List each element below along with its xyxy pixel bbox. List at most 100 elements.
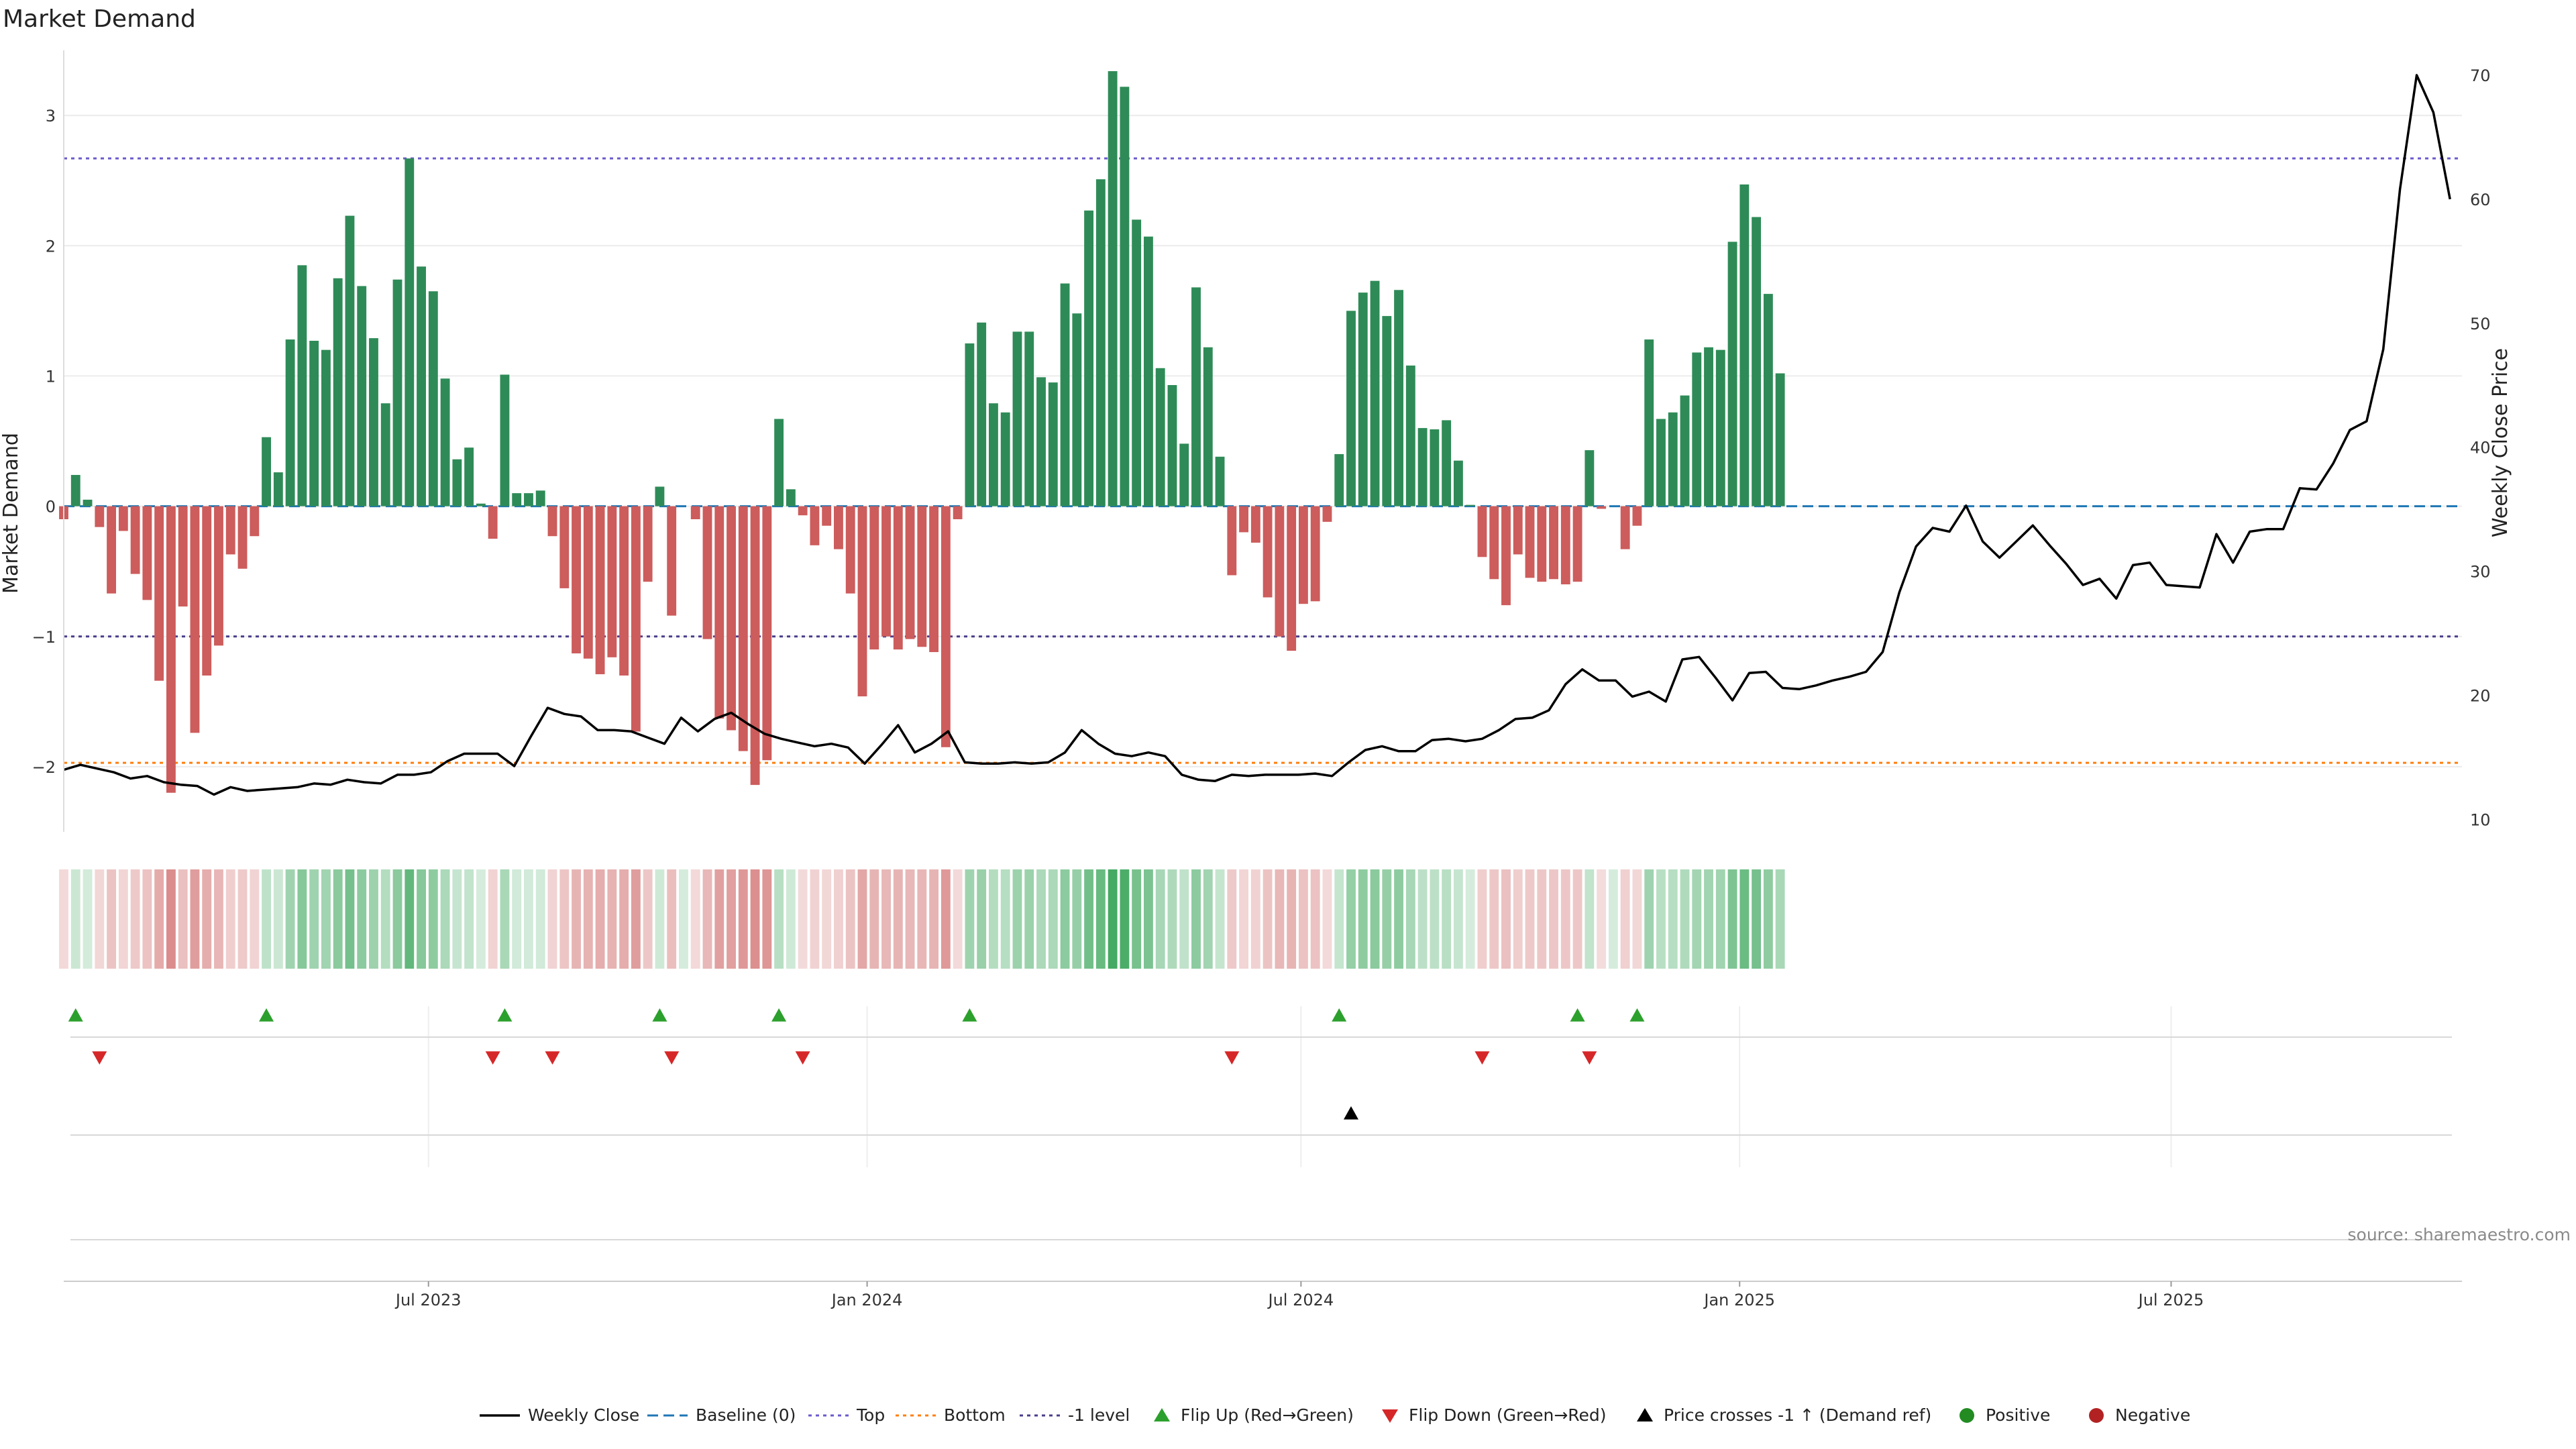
demand-bar [488,506,498,539]
demand-bar [810,506,820,545]
legend-label: Bottom [944,1405,1006,1425]
heat-cell [690,869,700,969]
demand-bar [250,506,260,537]
heat-cell [1704,869,1713,969]
heat-cell [1644,869,1654,969]
heat-cell [774,869,784,969]
y-tick-label: −2 [32,758,56,777]
legend-label: -1 level [1068,1405,1130,1425]
heat-cell [810,869,820,969]
heat-cell [1048,869,1058,969]
heat-cell [702,869,712,969]
demand-bar [476,503,486,506]
heat-cell [405,869,415,969]
demand-bar [667,506,677,616]
heat-cell [798,869,808,969]
demand-bar [1215,456,1225,506]
demand-bar [512,493,522,506]
heat-cell [166,869,176,969]
demand-bar [822,506,832,526]
heat-cell [1250,869,1260,969]
heat-cell [977,869,987,969]
demand-bar [1560,506,1570,585]
heat-cell [1132,869,1142,969]
heat-cell [857,869,867,969]
demand-bar [440,378,450,506]
demand-bar [572,506,581,653]
heat-cell [309,869,319,969]
heat-cell [1537,869,1547,969]
legend-swatch [1960,1408,1974,1423]
heat-cell [178,869,188,969]
y-tick-label: 2 [46,237,56,256]
demand-bar [285,339,295,506]
x-axis: Jul 2023 Jan 2024 Jul 2024 Jan 2025 Jul 2025 [64,1281,2462,1309]
demand-bar [786,489,796,506]
flip-down-marker [1474,1051,1490,1065]
heat-cell [262,869,271,969]
demand-bar [893,506,903,650]
heat-cell [1417,869,1428,969]
demand-bar [1143,236,1153,506]
demand-bar [643,506,653,582]
flip-down-marker [545,1051,560,1065]
heat-cell [357,869,367,969]
demand-bar [619,506,629,676]
heat-cell [1215,869,1225,969]
demand-bar [702,506,712,639]
demand-bar [1275,506,1285,637]
demand-bar [965,343,975,506]
demand-bar [1358,292,1368,506]
heat-cell [1394,869,1403,969]
heat-cell [1036,869,1046,969]
demand-bar [237,506,248,569]
heat-cell [1513,869,1523,969]
flip-down-marker [1224,1051,1240,1065]
demand-bar [1227,506,1237,576]
heat-cell [1322,869,1332,969]
demand-bar [1632,506,1642,526]
heat-cell [583,869,593,969]
demand-bar [107,506,117,594]
demand-bar [1132,219,1142,506]
heat-cell [679,869,688,969]
heat-cell [905,869,915,969]
demand-bar [464,447,474,506]
demand-bar [738,506,748,751]
x-tick-label: Jul 2025 [2137,1291,2204,1309]
demand-bar [273,472,283,506]
demand-bar [1465,504,1475,506]
heat-cell [1095,869,1106,969]
demand-bar [762,506,772,761]
demand-bar [369,338,378,506]
y2-axis-label: Weekly Close Price [2489,348,2512,537]
y2-tick-label: 60 [2470,191,2491,209]
heat-cell [1668,869,1678,969]
heat-cell [1000,869,1010,969]
demand-bar [1763,294,1773,506]
demand-bar [1430,429,1440,506]
heat-cell [95,869,105,969]
demand-bar [392,279,402,506]
demand-bar [1549,506,1558,580]
demand-bar [1417,428,1428,506]
heat-cell [1692,869,1702,969]
demand-bar [1727,241,1737,506]
demand-bar [1250,506,1260,543]
heat-cell [452,869,462,969]
demand-bar [834,506,843,549]
demand-bar [631,506,641,732]
heat-cell [738,869,748,969]
demand-bar [1108,71,1118,506]
heat-cell [1155,869,1165,969]
heat-cell [1752,869,1762,969]
heat-cell [667,869,677,969]
heat-cell [440,869,450,969]
demand-bar [607,506,617,657]
flip-up-marker [259,1008,274,1022]
demand-bar [1405,365,1415,506]
heat-cell [1453,869,1463,969]
heat-cell [1370,869,1380,969]
y-tick-label: 1 [46,367,56,386]
